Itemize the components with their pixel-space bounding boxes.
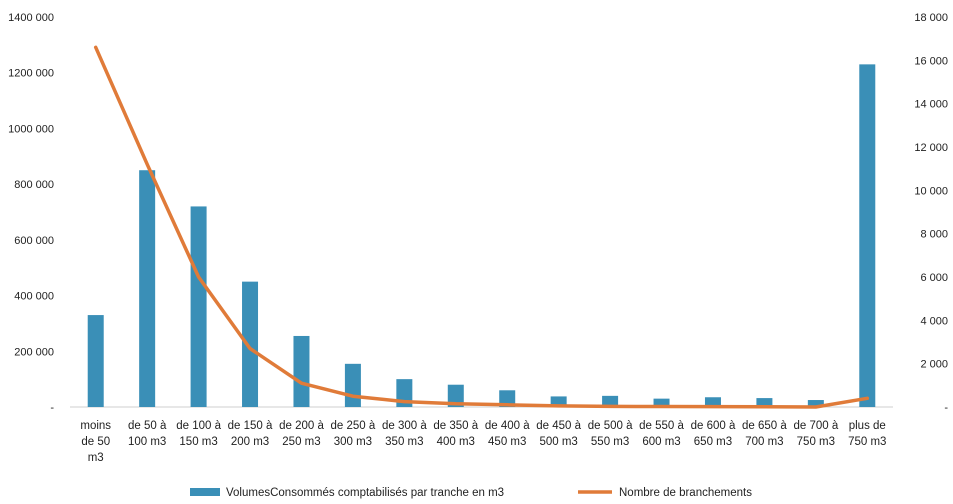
right-tick-label: 6 000 <box>920 272 948 284</box>
right-tick-label: 4 000 <box>920 315 948 327</box>
category-label-line: de 150 à <box>228 420 273 432</box>
right-tick-label: 12 000 <box>914 142 948 154</box>
category-label-line: 600 m3 <box>642 436 680 448</box>
left-tick-label: 400 000 <box>14 291 54 303</box>
bar <box>653 398 670 407</box>
category-label: de 450 à 500 m3 <box>536 420 581 448</box>
right-tick-label: - <box>944 402 948 414</box>
category-label: de 700 à 750 m3 <box>793 420 838 448</box>
category-label-line: 750 m3 <box>797 436 835 448</box>
legend-bar-swatch <box>190 488 220 496</box>
bar <box>139 170 156 407</box>
category-label: de 50 à 100 m3 <box>128 420 167 448</box>
category-label-line: de 400 à <box>485 420 530 432</box>
left-tick-label: 1200 000 <box>8 68 54 80</box>
category-label-line: de 50 à <box>128 420 167 432</box>
category-label: de 350 à 400 m3 <box>433 420 478 448</box>
category-label-line: de 550 à <box>639 420 684 432</box>
category-label-line: 700 m3 <box>745 436 783 448</box>
right-axis: - 2 000 4 000 6 000 8 000 10 000 12 000 14 000 1… <box>914 12 948 414</box>
category-label-line: 250 m3 <box>282 436 320 448</box>
category-label-line: 750 m3 <box>848 436 886 448</box>
line-series <box>93 45 870 409</box>
bar <box>756 398 773 407</box>
bar <box>807 400 824 407</box>
left-tick-label: 800 000 <box>14 179 54 191</box>
bar <box>602 395 619 407</box>
category-label-line: de 450 à <box>536 420 581 432</box>
category-label: de 200 à 250 m3 <box>279 420 324 448</box>
bar <box>190 206 207 407</box>
category-label-line: de 200 à <box>279 420 324 432</box>
bar <box>87 315 104 407</box>
category-label-line: de 50 <box>81 436 110 448</box>
category-label-line: de 500 à <box>588 420 633 432</box>
legend: VolumesConsommés comptabilisés par tranc… <box>190 487 752 499</box>
right-tick-label: 14 000 <box>914 99 948 111</box>
legend-line-label: Nombre de branchements <box>619 487 752 499</box>
bar-series <box>87 64 876 407</box>
left-tick-label: 600 000 <box>14 235 54 247</box>
category-label-line: de 700 à <box>793 420 838 432</box>
bar <box>550 396 567 407</box>
legend-bar-label: VolumesConsommés comptabilisés par tranc… <box>226 487 504 499</box>
category-label: de 500 à 550 m3 <box>588 420 633 448</box>
category-label: de 550 à 600 m3 <box>639 420 684 448</box>
bar <box>293 335 310 407</box>
category-label: de 400 à 450 m3 <box>485 420 530 448</box>
category-label-line: de 300 à <box>382 420 427 432</box>
category-label-line: 400 m3 <box>437 436 475 448</box>
category-label: moins de 50 m3 <box>80 420 111 464</box>
category-label-line: 350 m3 <box>385 436 423 448</box>
category-label-line: 500 m3 <box>539 436 577 448</box>
category-label-line: 450 m3 <box>488 436 526 448</box>
bar <box>499 390 516 407</box>
left-tick-label: 200 000 <box>14 346 54 358</box>
left-tick-label: 1000 000 <box>8 123 54 135</box>
category-label-line: 200 m3 <box>231 436 269 448</box>
bar <box>704 397 721 407</box>
right-tick-label: 16 000 <box>914 55 948 67</box>
category-label-line: 650 m3 <box>694 436 732 448</box>
right-tick-label: 8 000 <box>920 229 948 241</box>
category-label-line: plus de <box>849 420 886 432</box>
right-tick-label: 2 000 <box>920 359 948 371</box>
category-label: de 250 à 300 m3 <box>331 420 376 448</box>
category-label-line: 100 m3 <box>128 436 166 448</box>
category-label: de 300 à 350 m3 <box>382 420 427 448</box>
bar <box>447 384 464 407</box>
left-tick-label: - <box>50 402 54 414</box>
right-tick-label: 18 000 <box>914 12 948 24</box>
category-label-line: 550 m3 <box>591 436 629 448</box>
category-label-line: de 250 à <box>331 420 376 432</box>
bar <box>344 363 361 407</box>
category-label-line: m3 <box>88 452 104 464</box>
category-label-line: 150 m3 <box>179 436 217 448</box>
right-tick-label: 10 000 <box>914 185 948 197</box>
category-label-line: moins <box>80 420 111 432</box>
category-label: plus de 750 m3 <box>848 420 886 448</box>
category-label-line: 300 m3 <box>334 436 372 448</box>
bar <box>242 281 259 407</box>
category-label-line: de 600 à <box>691 420 736 432</box>
category-label: de 150 à 200 m3 <box>228 420 273 448</box>
category-label: de 650 à 700 m3 <box>742 420 787 448</box>
left-tick-label: 1400 000 <box>8 12 54 24</box>
left-axis: - 200 000 400 000 600 000 800 000 1000 000 120… <box>8 12 54 414</box>
category-label: de 600 à 650 m3 <box>691 420 736 448</box>
category-label-line: de 100 à <box>176 420 221 432</box>
category-label: de 100 à 150 m3 <box>176 420 221 448</box>
category-label-line: de 650 à <box>742 420 787 432</box>
category-label-line: de 350 à <box>433 420 478 432</box>
bar <box>859 64 876 407</box>
